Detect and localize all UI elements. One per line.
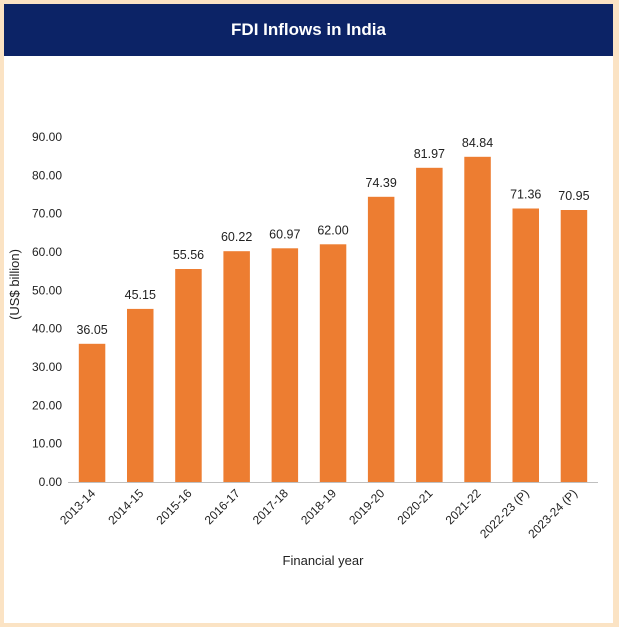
y-tick-label: 40.00: [32, 322, 62, 336]
data-label: 60.22: [221, 230, 252, 244]
bar: [512, 208, 539, 482]
bar: [271, 248, 299, 482]
data-label: 62.00: [317, 223, 348, 237]
data-label: 81.97: [414, 147, 445, 161]
x-tick-label: 2019-20: [346, 486, 387, 527]
y-tick-label: 30.00: [32, 360, 62, 374]
data-label: 70.95: [558, 189, 589, 203]
bar: [127, 308, 154, 482]
x-tick-label: 2023-24 (P): [525, 486, 580, 541]
y-tick-label: 80.00: [32, 168, 62, 182]
chart-frame: FDI Inflows in India: [4, 4, 613, 623]
x-axis-label: Financial year: [283, 553, 365, 568]
bar: [367, 196, 395, 483]
y-tick-label: 10.00: [32, 437, 62, 451]
y-tick-label: 0.00: [39, 475, 63, 489]
y-axis-ticks: 0.00 10.00 20.00 30.00 40.00 50.00 60.00 70.00 8…: [32, 130, 62, 489]
data-label: 55.56: [173, 248, 204, 262]
title-banner: FDI Inflows in India: [4, 4, 613, 56]
x-axis-ticks: 2013-14 2014-15 2015-16 2016-17 2017-18 2018-…: [57, 486, 580, 541]
bar: [464, 156, 491, 483]
y-tick-label: 20.00: [32, 398, 62, 412]
data-labels: 36.05 45.15 55.56 60.22 60.97 62.00 74.39 81.97…: [76, 136, 589, 337]
data-label: 71.36: [510, 187, 541, 201]
y-tick-label: 50.00: [32, 283, 62, 297]
x-tick-label: 2022-23 (P): [477, 486, 532, 541]
bar: [560, 210, 588, 482]
x-tick-label: 2018-19: [298, 486, 339, 527]
x-tick-label: 2015-16: [154, 486, 195, 527]
data-label: 74.39: [366, 176, 397, 190]
data-label: 84.84: [462, 136, 493, 150]
data-label: 36.05: [76, 323, 107, 337]
y-tick-label: 60.00: [32, 245, 62, 259]
bars: [78, 156, 588, 483]
data-label: 45.15: [125, 288, 156, 302]
x-tick-label: 2021-22: [443, 486, 484, 527]
bar: [78, 343, 106, 482]
y-tick-label: 70.00: [32, 207, 62, 221]
bar: [416, 167, 443, 483]
y-tick-label: 90.00: [32, 130, 62, 144]
x-tick-label: 2017-18: [250, 486, 291, 527]
bar: [175, 269, 202, 482]
data-label: 60.97: [269, 227, 300, 241]
x-tick-label: 2016-17: [202, 486, 243, 527]
bar: [319, 244, 347, 482]
chart-title: FDI Inflows in India: [231, 20, 386, 39]
bar: [223, 251, 250, 482]
x-tick-label: 2014-15: [105, 486, 146, 527]
x-tick-label: 2020-21: [394, 486, 435, 527]
x-tick-label: 2013-14: [57, 486, 98, 527]
y-axis-label: (US$ billion): [7, 249, 22, 320]
